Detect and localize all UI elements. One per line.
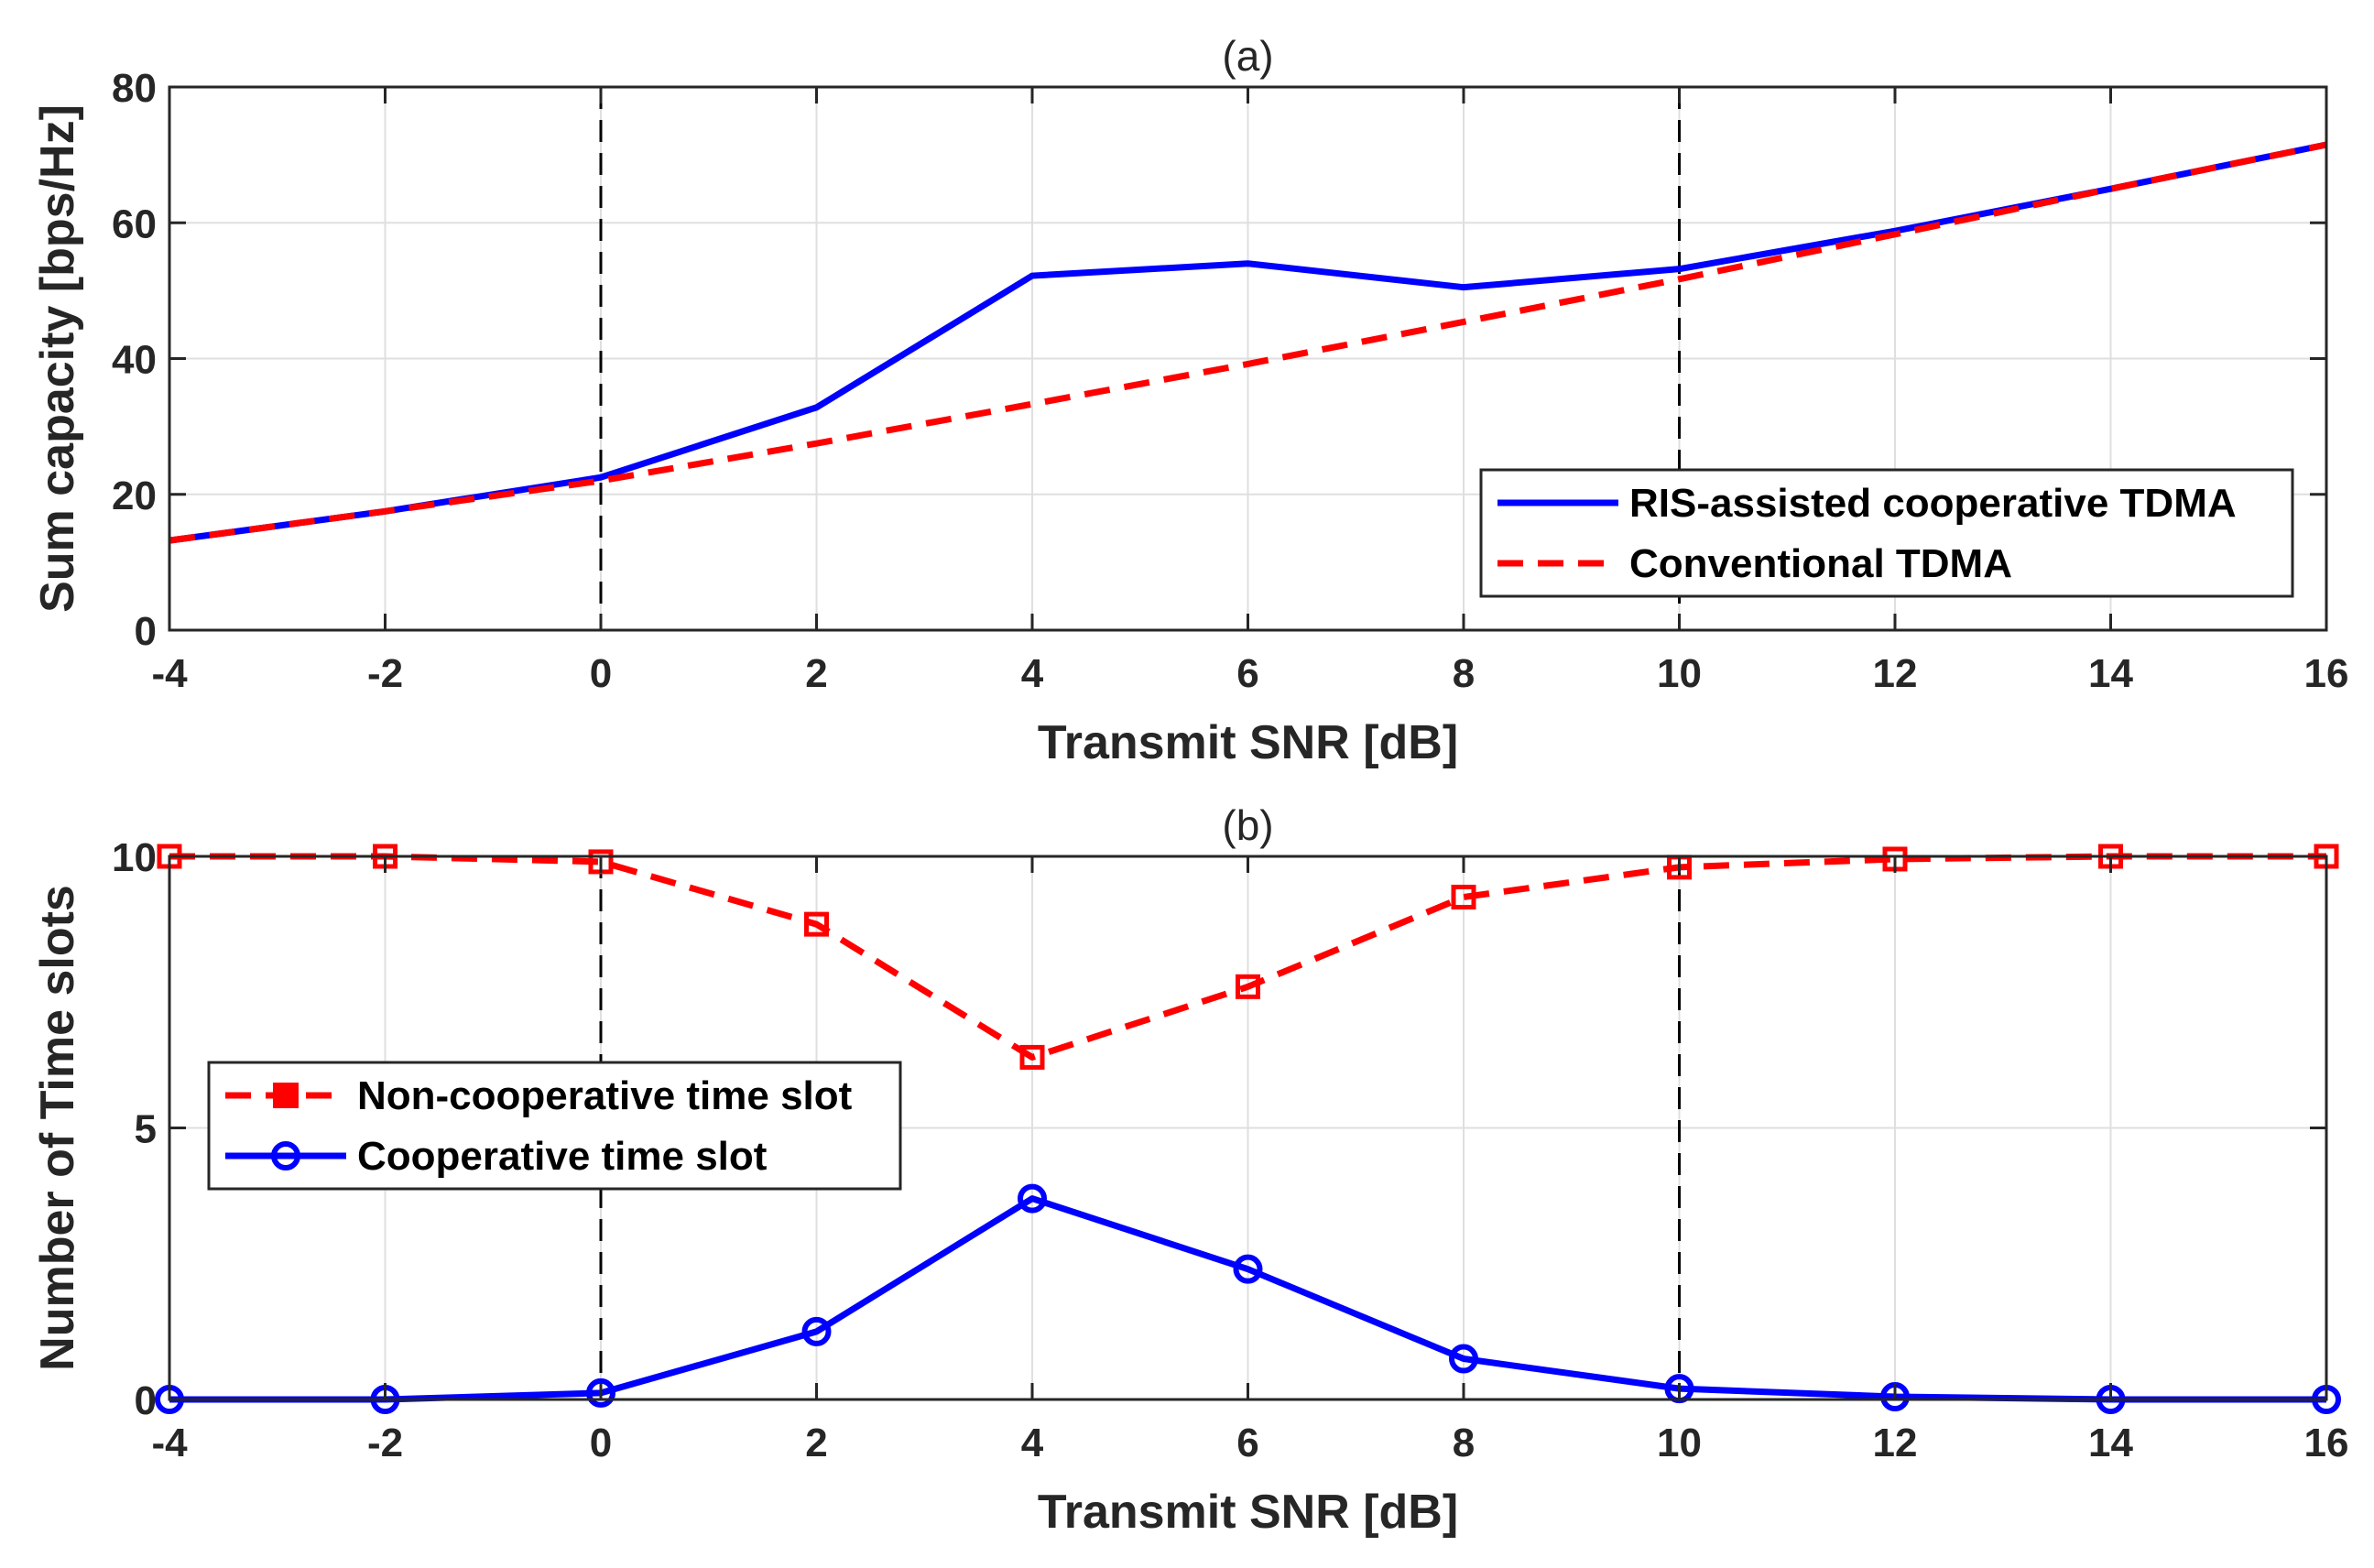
x-tick-label: 14 bbox=[2088, 1421, 2133, 1465]
x-tick-label: 16 bbox=[2304, 651, 2349, 696]
data-point-marker bbox=[1018, 1183, 1047, 1214]
y-tick-label: 10 bbox=[112, 835, 157, 880]
x-tick-label: 12 bbox=[1873, 651, 1918, 696]
data-point-marker bbox=[1019, 1044, 1045, 1070]
x-tick-label: 2 bbox=[805, 651, 827, 696]
series-line-0 bbox=[169, 853, 2326, 1061]
y-tick-label: 0 bbox=[135, 1378, 157, 1423]
x-axis-label: Transmit SNR [dB] bbox=[1038, 716, 1458, 769]
y-tick-label: 80 bbox=[112, 66, 157, 111]
data-point-marker bbox=[1451, 884, 1476, 909]
x-tick-label: -2 bbox=[367, 1421, 403, 1465]
data-point-marker bbox=[1233, 1254, 1263, 1284]
data-point-marker bbox=[801, 1316, 832, 1346]
data-point-marker bbox=[1449, 1344, 1478, 1374]
y-tick-label: 40 bbox=[112, 338, 157, 383]
x-tick-label: 4 bbox=[1021, 651, 1044, 696]
x-tick-label: 10 bbox=[1657, 1421, 1702, 1465]
legend-box bbox=[207, 1061, 902, 1191]
x-tick-label: 0 bbox=[590, 651, 612, 696]
legend-label-0: RIS-assisted cooperative TDMA bbox=[1629, 481, 2237, 526]
x-tick-label: -4 bbox=[151, 1421, 188, 1465]
x-tick-label: 0 bbox=[590, 1421, 612, 1465]
x-tick-label: 8 bbox=[1453, 1421, 1475, 1465]
legend-label-1: Conventional TDMA bbox=[1629, 541, 2012, 586]
y-tick-label: 0 bbox=[135, 609, 157, 654]
x-tick-label: 4 bbox=[1021, 1421, 1044, 1465]
x-tick-label: 6 bbox=[1236, 651, 1258, 696]
series-line-1 bbox=[169, 1195, 2326, 1403]
x-tick-label: 16 bbox=[2304, 1421, 2349, 1465]
data-point-marker bbox=[804, 911, 829, 937]
legend-label-1: Cooperative time slot bbox=[357, 1134, 768, 1179]
x-tick-label: 8 bbox=[1453, 651, 1475, 696]
x-tick-label: 10 bbox=[1657, 651, 1702, 696]
x-tick-label: -4 bbox=[151, 651, 188, 696]
x-tick-label: 6 bbox=[1236, 1421, 1258, 1465]
chart-title: (b) bbox=[1222, 801, 1273, 849]
data-point-marker bbox=[1236, 974, 1260, 999]
y-tick-label: 5 bbox=[135, 1107, 157, 1152]
x-tick-label: 12 bbox=[1873, 1421, 1918, 1465]
y-axis-label: Sum capacity [bps/Hz] bbox=[31, 104, 84, 613]
x-tick-label: 2 bbox=[805, 1421, 827, 1465]
legend-marker-0 bbox=[273, 1083, 299, 1108]
legend-box bbox=[1479, 468, 2294, 598]
y-axis-label: Number of Time slots bbox=[31, 885, 84, 1371]
panel-a: -4 -2 0 2 4 6 8 10 12 14 16 0 20 40 60 80 (a) Transmit SN… bbox=[31, 32, 2348, 769]
x-tick-label: 14 bbox=[2088, 651, 2133, 696]
data-point-marker bbox=[586, 1377, 615, 1408]
y-tick-label: 60 bbox=[112, 201, 157, 246]
series-line-1 bbox=[169, 141, 2327, 544]
x-tick-label: -2 bbox=[367, 651, 403, 696]
panel-b: -4 -2 0 2 4 6 8 10 12 14 16 0 5 10 (b) Transmit SNR [dB… bbox=[31, 801, 2348, 1539]
legend-label-0: Non-cooperative time slot bbox=[357, 1073, 853, 1118]
chart-title: (a) bbox=[1222, 32, 1273, 80]
legend-marker-1 bbox=[271, 1141, 300, 1171]
y-tick-label: 20 bbox=[112, 474, 157, 518]
x-axis-label: Transmit SNR [dB] bbox=[1038, 1486, 1458, 1539]
